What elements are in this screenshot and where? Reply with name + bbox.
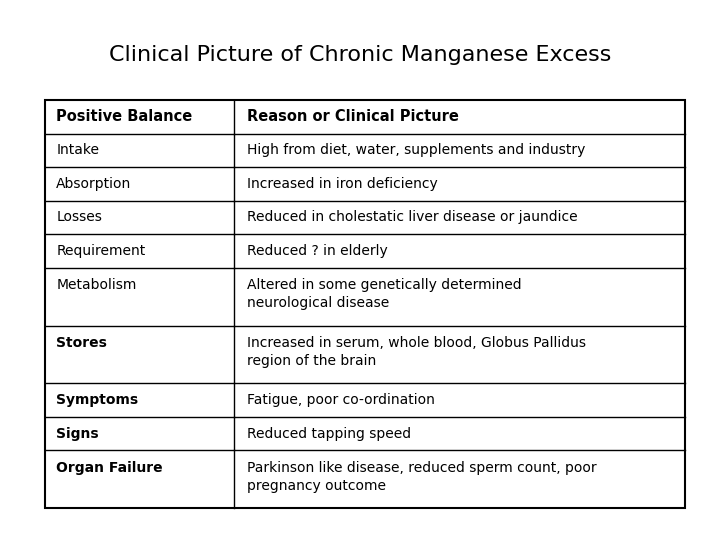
Text: Stores: Stores [56,336,107,350]
Text: Signs: Signs [56,427,99,441]
Text: Reduced in cholestatic liver disease or jaundice: Reduced in cholestatic liver disease or … [248,211,578,225]
Text: Reason or Clinical Picture: Reason or Clinical Picture [248,109,459,124]
Text: Increased in iron deficiency: Increased in iron deficiency [248,177,438,191]
Text: Symptoms: Symptoms [56,393,138,407]
Text: Absorption: Absorption [56,177,132,191]
Text: Reduced ? in elderly: Reduced ? in elderly [248,244,388,258]
Text: Metabolism: Metabolism [56,278,137,292]
Text: Positive Balance: Positive Balance [56,109,192,124]
Text: Losses: Losses [56,211,102,225]
Text: Fatigue, poor co-ordination: Fatigue, poor co-ordination [248,393,435,407]
Text: Intake: Intake [56,143,99,157]
Bar [45,100,685,508]
Text: Altered in some genetically determined
neurological disease: Altered in some genetically determined n… [248,278,522,310]
Text: Requirement: Requirement [56,244,145,258]
Text: Organ Failure: Organ Failure [56,461,163,475]
Text: High from diet, water, supplements and industry: High from diet, water, supplements and i… [248,143,585,157]
Text: Reduced tapping speed: Reduced tapping speed [248,427,411,441]
Text: Increased in serum, whole blood, Globus Pallidus
region of the brain: Increased in serum, whole blood, Globus … [248,336,586,368]
Text: Parkinson like disease, reduced sperm count, poor
pregnancy outcome: Parkinson like disease, reduced sperm co… [248,461,597,492]
Text: Clinical Picture of Chronic Manganese Excess: Clinical Picture of Chronic Manganese Ex… [109,45,611,65]
